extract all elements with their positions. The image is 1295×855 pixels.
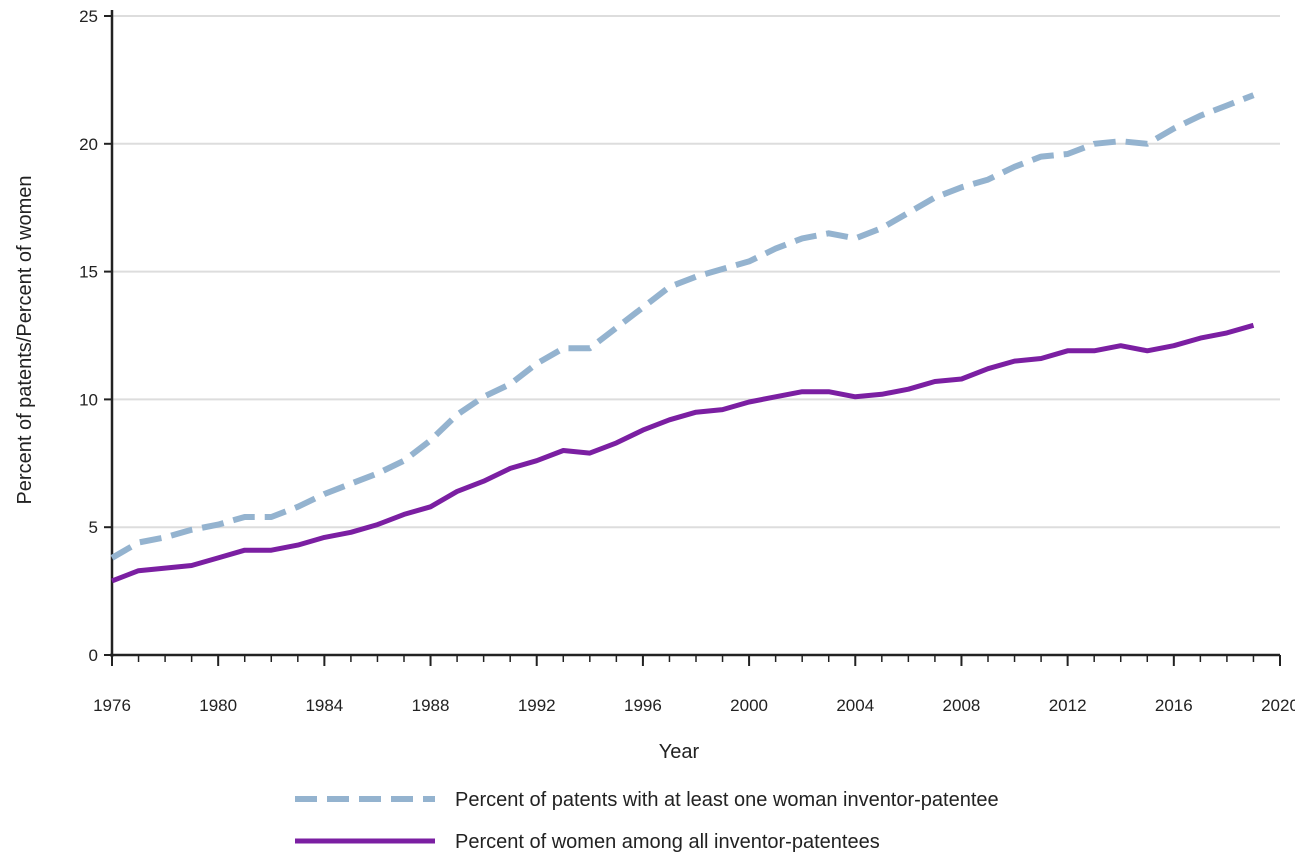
legend-label-women-among-inventors: Percent of women among all inventor-pate… <box>455 831 880 853</box>
x-axis-title: Year <box>659 741 700 763</box>
x-tick-label: 2000 <box>730 696 768 715</box>
y-axis: 0 5 10 15 20 25 <box>79 7 114 665</box>
y-axis-title: Percent of patents/Percent of women <box>14 175 36 504</box>
x-tick-label: 2016 <box>1155 696 1193 715</box>
x-tick-label: 1992 <box>518 696 556 715</box>
x-tick-label: 2012 <box>1049 696 1087 715</box>
y-tick-label: 10 <box>79 390 98 409</box>
y-tick-label: 20 <box>79 135 98 154</box>
x-tick-label: 1996 <box>624 696 662 715</box>
x-tick-label: 1988 <box>412 696 450 715</box>
x-tick-label: 1984 <box>305 696 343 715</box>
x-tick-label: 1976 <box>93 696 131 715</box>
gridlines <box>112 15 1280 529</box>
y-tick-label: 25 <box>79 7 98 26</box>
legend-label-patents-with-woman: Percent of patents with at least one wom… <box>455 789 999 811</box>
y-tick-label: 0 <box>89 646 98 665</box>
x-tick-label: 1980 <box>199 696 237 715</box>
legend: Percent of patents with at least one wom… <box>295 789 999 853</box>
x-tick-label: 2004 <box>836 696 874 715</box>
x-tick-label: 2008 <box>943 696 981 715</box>
x-tick-label: 2020 <box>1261 696 1295 715</box>
series-line-patents-with-woman <box>110 92 1255 561</box>
x-axis: 1976 1980 1984 1988 1992 1996 2000 2004 2008 2012… <box>93 653 1295 715</box>
series-layer <box>110 92 1255 584</box>
series-line-women-among-inventors <box>111 322 1255 584</box>
y-tick-label: 5 <box>89 518 98 537</box>
y-tick-label: 15 <box>79 263 98 282</box>
